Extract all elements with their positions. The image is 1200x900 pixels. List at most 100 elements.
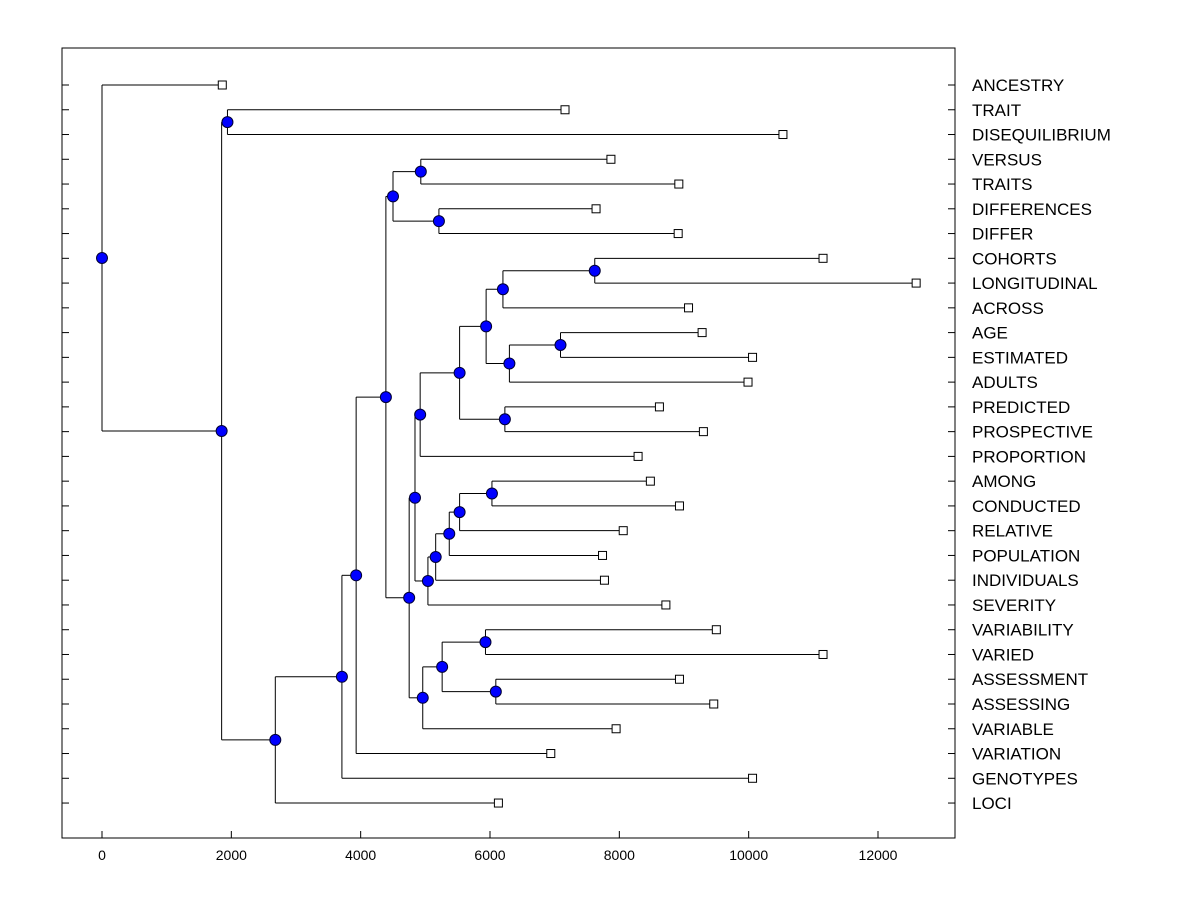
merge-node-n2 (414, 165, 427, 178)
merge-node-n15 (443, 527, 456, 540)
merge-node-n19 (479, 636, 492, 649)
x-tick-label-0: 0 (98, 847, 106, 863)
x-tick-label-12000: 12000 (859, 847, 898, 863)
leaf-group (217, 80, 921, 808)
leaf-label-disequilibrium: DISEQUILIBRIUM (972, 126, 1111, 145)
leaf-label-population: POPULATION (972, 546, 1080, 565)
leaf-marker-age (697, 328, 707, 338)
merge-node-n13 (485, 487, 498, 500)
leaf-label-variation: VARIATION (972, 745, 1061, 764)
leaf-label-assessment: ASSESSMENT (972, 670, 1088, 689)
merge-node-n22 (416, 691, 429, 704)
leaf-marker-among (645, 476, 655, 486)
leaf-label-loci: LOCI (972, 794, 1012, 813)
merge-node-n24 (379, 391, 392, 404)
merge-node-n3 (432, 215, 445, 228)
leaf-label-adults: ADULTS (972, 373, 1038, 392)
leaf-label-differ: DIFFER (972, 225, 1033, 244)
leaf-label-cohorts: COHORTS (972, 249, 1057, 268)
merge-node-n7 (554, 338, 567, 351)
merge-node-n17 (421, 574, 434, 587)
plot-frame (61, 47, 956, 839)
leaf-marker-disequilibrium (778, 130, 788, 140)
merge-node-n5 (588, 264, 601, 277)
leaf-marker-traits (674, 179, 684, 189)
leaf-marker-conducted (674, 501, 684, 511)
merge-node-n1 (221, 116, 234, 129)
leaf-marker-variation (546, 749, 556, 759)
leaf-marker-differences (591, 204, 601, 214)
leaf-marker-ancestry (217, 80, 227, 90)
leaf-marker-differ (673, 229, 683, 239)
merge-node-n8 (503, 357, 516, 370)
label-group: ANCESTRY TRAIT DISEQUILIBRIUM VERSUS TRAITS D… (972, 76, 1111, 813)
merge-node-n11 (453, 366, 466, 379)
leaf-label-varied: VARIED (972, 645, 1034, 664)
x-tick-label-4000: 4000 (345, 847, 376, 863)
node-group (96, 116, 601, 746)
leaf-marker-longitudinal (911, 278, 921, 288)
merge-node-n9 (480, 320, 493, 333)
leaf-marker-variable (611, 724, 621, 734)
leaf-marker-variability (711, 625, 721, 635)
x-axis: 0 2000 4000 6000 8000 10000 12000 (98, 831, 898, 863)
leaf-marker-versus (606, 154, 616, 164)
merge-node-n14 (453, 506, 466, 519)
merge-node-n27 (269, 733, 282, 746)
merge-node-n16 (429, 550, 442, 563)
leaf-label-genotypes: GENOTYPES (972, 769, 1078, 788)
leaf-marker-assessment (674, 674, 684, 684)
leaf-label-assessing: ASSESSING (972, 695, 1070, 714)
leaf-marker-assessing (709, 699, 719, 709)
merge-node-n26 (335, 670, 348, 683)
leaf-marker-proportion (633, 451, 643, 461)
merge-node-n21 (436, 660, 449, 673)
leaf-label-among: AMONG (972, 472, 1036, 491)
leaf-marker-estimated (748, 352, 758, 362)
merge-node-n23 (403, 591, 416, 604)
leaf-label-ancestry: ANCESTRY (972, 76, 1064, 95)
x-tick-label-10000: 10000 (729, 847, 768, 863)
leaf-marker-across (684, 303, 694, 313)
merge-node-n12 (414, 408, 427, 421)
edge-group (101, 84, 917, 804)
leaf-label-variability: VARIABILITY (972, 621, 1074, 640)
x-tick-label-6000: 6000 (474, 847, 505, 863)
leaf-marker-trait (560, 105, 570, 115)
merge-node-n25 (350, 569, 363, 582)
leaf-label-versus: VERSUS (972, 150, 1042, 169)
leaf-label-longitudinal: LONGITUDINAL (972, 274, 1098, 293)
merge-node-n4 (387, 190, 399, 203)
leaf-label-individuals: INDIVIDUALS (972, 571, 1079, 590)
leaf-label-conducted: CONDUCTED (972, 497, 1081, 516)
leaf-label-trait: TRAIT (972, 101, 1021, 120)
x-tick-label-2000: 2000 (216, 847, 247, 863)
leaf-marker-cohorts (818, 253, 828, 263)
leaf-marker-prospective (698, 427, 708, 437)
tick-group (62, 84, 955, 804)
merge-node-n10 (498, 413, 511, 426)
leaf-label-variable: VARIABLE (972, 720, 1054, 739)
leaf-label-proportion: PROPORTION (972, 447, 1086, 466)
leaf-marker-relative (618, 526, 628, 536)
leaf-label-severity: SEVERITY (972, 596, 1056, 615)
x-tick-label-8000: 8000 (604, 847, 635, 863)
leaf-marker-adults (743, 377, 753, 387)
merge-node-n28 (215, 425, 228, 438)
leaf-label-traits: TRAITS (972, 175, 1032, 194)
leaf-label-estimated: ESTIMATED (972, 348, 1068, 367)
leaf-label-across: ACROSS (972, 299, 1044, 318)
leaf-label-prospective: PROSPECTIVE (972, 423, 1093, 442)
leaf-marker-population (598, 550, 608, 560)
leaf-marker-varied (818, 649, 828, 659)
leaf-label-predicted: PREDICTED (972, 398, 1070, 417)
leaf-label-age: AGE (972, 324, 1008, 343)
leaf-marker-loci (493, 798, 503, 808)
leaf-label-relative: RELATIVE (972, 522, 1053, 541)
merge-node-n6 (496, 283, 509, 296)
leaf-label-differences: DIFFERENCES (972, 200, 1092, 219)
merge-node-n20 (489, 685, 502, 698)
leaf-marker-severity (661, 600, 671, 610)
leaf-marker-predicted (654, 402, 664, 412)
